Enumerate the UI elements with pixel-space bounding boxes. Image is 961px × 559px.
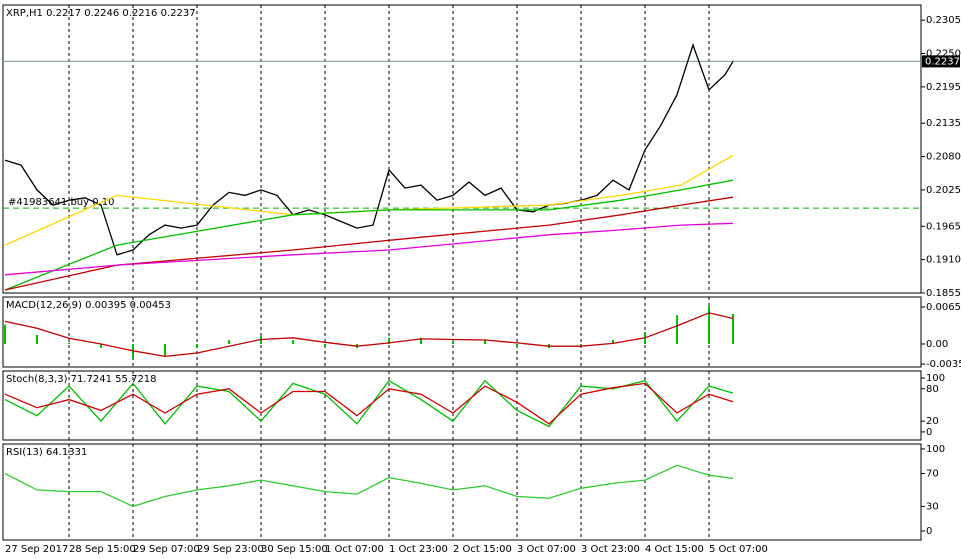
histogram-bar: [100, 343, 102, 348]
y-tick-label: 0.2135: [926, 118, 961, 129]
histogram-bar: [580, 343, 582, 347]
histogram-bar: [228, 340, 230, 344]
x-tick-label: 3 Oct 23:00: [581, 544, 640, 555]
x-tick-label: 4 Oct 15:00: [645, 544, 704, 555]
price-label: 0.2237: [925, 56, 960, 67]
histogram-bar: [388, 337, 390, 344]
histogram-bar: [676, 315, 678, 344]
histogram-bar: [36, 334, 38, 344]
y-tick-label: 0.2250: [926, 49, 961, 60]
histogram-bar: [484, 340, 486, 344]
histogram-bar: [420, 337, 422, 344]
y-tick-label: 0.2305: [926, 15, 961, 26]
y-tick-label: 0: [926, 526, 932, 537]
x-tick-label: 30 Sep 15:00: [261, 544, 328, 555]
panel-frame: [2, 296, 922, 368]
y-tick-label: 0.1910: [926, 255, 961, 266]
panel-title: Stoch(8,3,3) 71.7241 55.7218: [6, 374, 157, 385]
histogram-bar: [292, 340, 294, 344]
x-tick-label: 27 Sep 2017: [5, 544, 68, 555]
y-tick-label: 0.00654: [926, 302, 961, 313]
price-box: [922, 55, 960, 68]
series-line: [4, 196, 734, 291]
y-tick-label: 0.2025: [926, 185, 961, 196]
series-line: [4, 179, 734, 291]
y-tick-label: 0.1965: [926, 221, 961, 232]
x-tick-label: 5 Oct 07:00: [709, 544, 768, 555]
histogram-bar: [164, 343, 166, 356]
panel-frame: [2, 4, 922, 294]
y-tick-label: 80: [926, 384, 939, 395]
x-tick-label: 3 Oct 07:00: [517, 544, 576, 555]
y-tick-label: 0: [926, 427, 932, 438]
y-tick-label: 20: [926, 416, 939, 427]
histogram-bar: [732, 314, 734, 344]
panel-title: MACD(12,26,9) 0.00395 0.00453: [6, 300, 171, 311]
y-tick-label: 0.00: [926, 339, 948, 350]
histogram-bar: [196, 343, 198, 348]
x-tick-label: 1 Oct 07:00: [325, 544, 384, 555]
panel-frame: [2, 443, 922, 541]
panel-frame: [2, 370, 922, 441]
series-line: [4, 42, 734, 256]
panel-title: XRP,H1 0.2217 0.2246 0.2216 0.2237: [6, 8, 196, 19]
x-tick-label: 1 Oct 23:00: [389, 544, 448, 555]
y-tick-label: 0.2080: [926, 152, 961, 163]
histogram-bar: [4, 324, 6, 344]
histogram-bar: [324, 343, 326, 347]
histogram-bar: [452, 341, 454, 344]
histogram-bar: [612, 340, 614, 344]
y-tick-label: -0.00355: [926, 359, 961, 370]
histogram-bar: [516, 343, 518, 347]
y-tick-label: 70: [926, 469, 939, 480]
histogram-bar: [68, 342, 70, 344]
series-line: [4, 222, 734, 276]
x-tick-label: 2 Oct 15:00: [453, 544, 512, 555]
series-line: [4, 154, 734, 246]
x-tick-label: 29 Sep 23:00: [197, 544, 264, 555]
x-tick-label: 28 Sep 15:00: [69, 544, 136, 555]
histogram-bar: [708, 306, 710, 344]
y-tick-label: 0.1855: [926, 288, 961, 299]
y-tick-label: 30: [926, 501, 939, 512]
panel-title: RSI(13) 64.1331: [6, 447, 87, 458]
series-line: [4, 382, 734, 425]
x-tick-label: 29 Sep 07:00: [133, 544, 200, 555]
y-tick-label: 0.2195: [926, 82, 961, 93]
y-tick-label: 100: [926, 373, 945, 384]
y-tick-label: 100: [926, 444, 945, 455]
series-line: [4, 312, 734, 358]
series-line: [4, 464, 734, 508]
